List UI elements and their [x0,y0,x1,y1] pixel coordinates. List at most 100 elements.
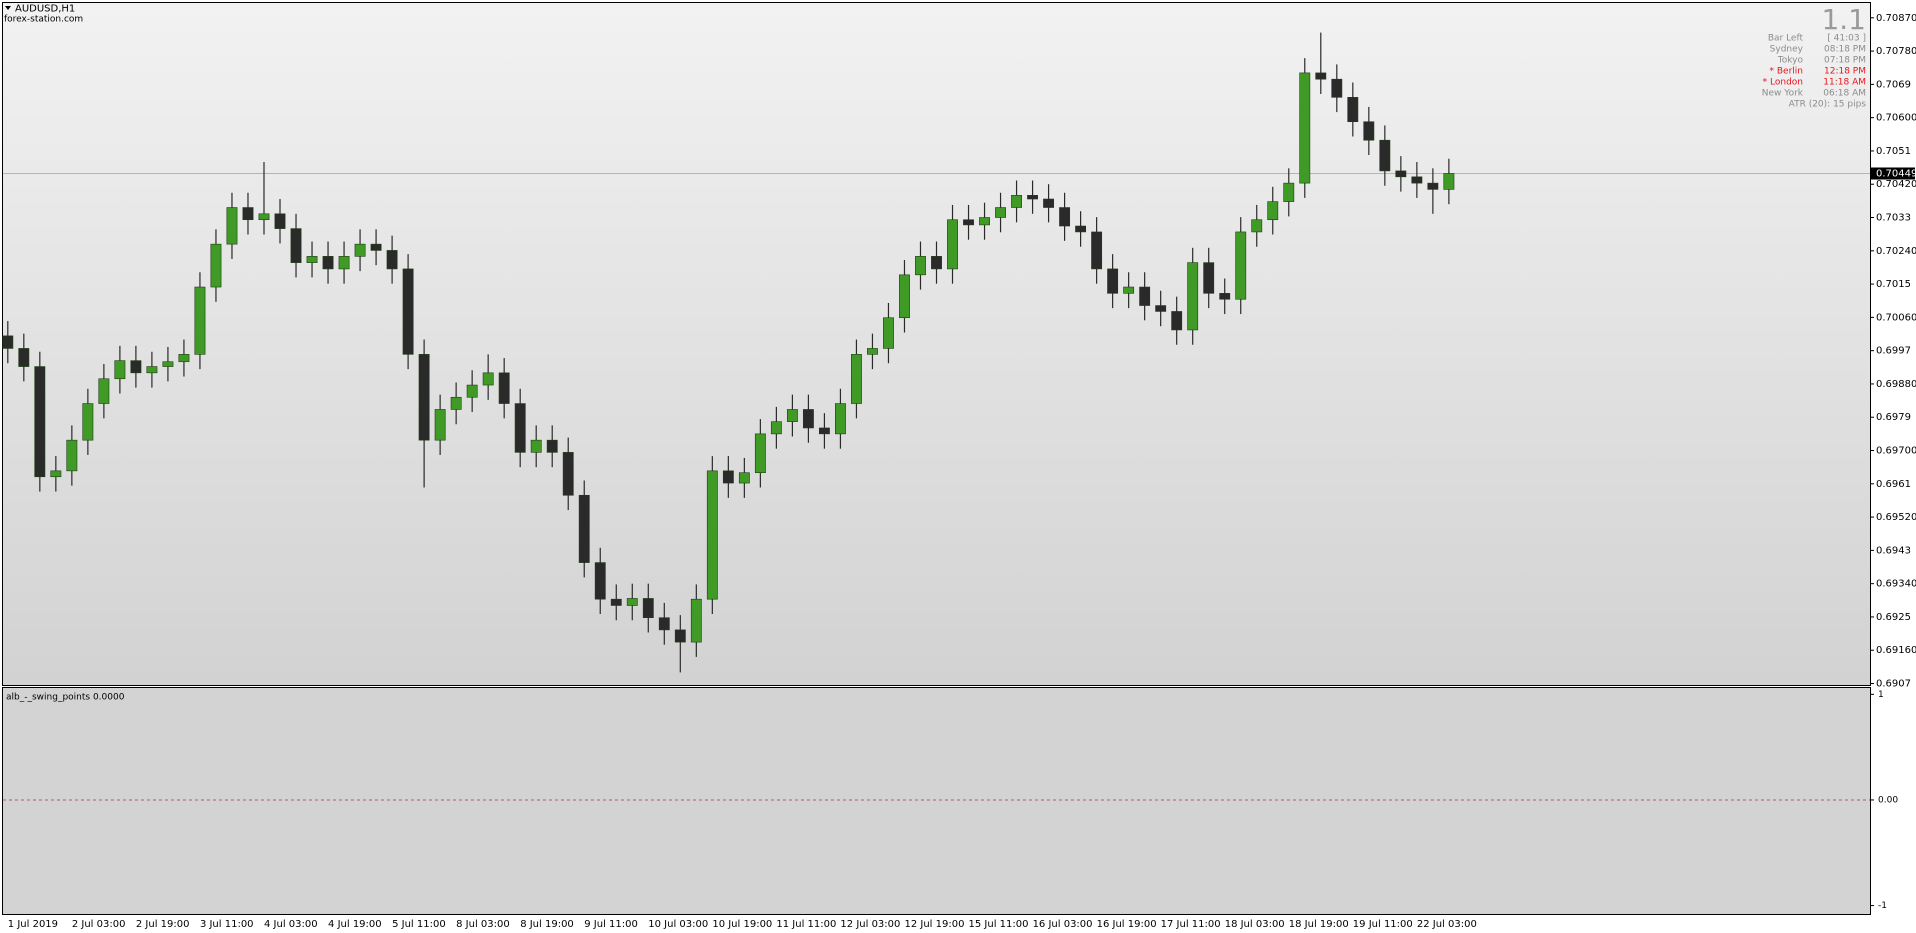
candle-body [210,243,222,288]
candle-body [370,243,382,251]
x-tick-label: 16 Jul 19:00 [1097,919,1157,930]
candle-body [226,207,238,245]
candle-body [754,433,766,474]
candle-body [2,335,14,349]
candle-body [578,494,590,563]
last-price-label: 0.70449 [1876,169,1916,180]
candle-body [1379,139,1391,172]
candle-body [1299,72,1311,184]
candle-body [642,598,654,618]
dropdown-icon[interactable] [5,6,11,10]
candle-body [466,384,478,398]
candle-body [146,366,158,374]
candle-body [562,452,574,496]
candle-body [1011,195,1022,208]
info-value: [ 41:03 ] [1827,34,1866,44]
candle-body [1331,78,1343,98]
y-tick-label: 0.70060 [1876,312,1916,323]
candle-body [674,629,686,643]
candle-body [1155,305,1167,312]
x-tick-label: 3 Jul 11:00 [200,919,254,930]
info-label: Bar Left [1768,34,1804,44]
candle-body [1091,231,1103,270]
candle-body [386,250,398,270]
candle-body [1107,268,1119,294]
candle-body [883,317,894,349]
x-tick-label: 19 Jul 11:00 [1353,919,1413,930]
x-tick-label: 9 Jul 11:00 [584,919,638,930]
candle-body [1315,72,1327,80]
candle-body [514,403,526,453]
candle-body [1267,201,1279,221]
candle-body [498,372,510,404]
x-tick-label: 2 Jul 03:00 [72,919,126,930]
candle-body [690,598,702,643]
info-value: 07:18 PM [1824,56,1866,66]
symbol-label: AUDUSD,H1 [15,4,75,15]
y-tick-label: 0.70420 [1876,179,1916,190]
candle-body [290,228,302,263]
candle-body [1443,173,1455,190]
y-tick-label: 0.69160 [1876,645,1916,656]
candle-body [979,217,990,226]
candle-body [338,256,350,270]
y-tick-label: 0.69520 [1876,512,1916,523]
candle-body [963,219,974,226]
y-tick-label: 0.69700 [1876,446,1916,457]
y-tick-label: 0.69340 [1876,579,1916,590]
x-tick-label: 11 Jul 11:00 [776,919,836,930]
y-tick-label: 1 [1878,690,1884,700]
x-tick-label: 4 Jul 19:00 [328,919,382,930]
candle-body [1219,293,1231,300]
candle-body [1395,170,1407,178]
y-tick-label: 0.70600 [1876,113,1916,124]
y-tick-label: 0.00 [1878,795,1898,805]
candle-body [995,207,1006,218]
x-tick-label: 22 Jul 03:00 [1417,919,1477,930]
info-value: 12:18 PM [1824,67,1866,77]
candle-body [1411,176,1423,184]
x-tick-label: 15 Jul 11:00 [969,919,1029,930]
y-tick-label: 0.69880 [1876,379,1916,390]
candle-body [610,598,622,606]
y-tick-label: -1 [1878,901,1887,911]
candle-body [658,617,670,631]
candle-body [258,213,270,221]
candle-body [1123,286,1135,294]
version-label: 1.1 [1821,3,1866,36]
x-tick-label: 1 Jul 2019 [8,919,58,930]
y-tick-label: 0.7015 [1876,279,1911,290]
candle-body [867,348,878,355]
candle-body [1283,182,1295,202]
candle-body [18,348,30,367]
info-label: Tokyo [1777,56,1804,66]
candle-body [722,470,734,484]
candle-body [1075,225,1087,233]
indicator-title: alb_-_swing_points 0.0000 [6,693,125,703]
candle-body [98,378,110,404]
x-tick-label: 18 Jul 03:00 [1225,919,1285,930]
x-tick-label: 10 Jul 03:00 [648,919,708,930]
candle-body [434,409,446,441]
candle-body [835,403,846,435]
candle-body [947,219,958,270]
x-tick-label: 8 Jul 03:00 [456,919,510,930]
candle-body [738,472,750,484]
y-tick-label: 0.7069 [1876,79,1911,90]
candle-body [1043,198,1055,208]
candle-body [931,256,942,270]
indicator-panel [2,687,1871,915]
y-tick-label: 0.7051 [1876,146,1911,157]
candle-body [482,372,494,386]
candle-body [242,207,254,221]
candle-body [1187,262,1199,331]
last-price-box [1871,167,1915,180]
candle-body [82,403,94,441]
x-tick-label: 5 Jul 11:00 [392,919,446,930]
x-tick-label: 4 Jul 03:00 [264,919,318,930]
x-tick-label: 17 Jul 11:00 [1161,919,1221,930]
candle-body [1235,231,1247,300]
candle-body [178,354,190,363]
